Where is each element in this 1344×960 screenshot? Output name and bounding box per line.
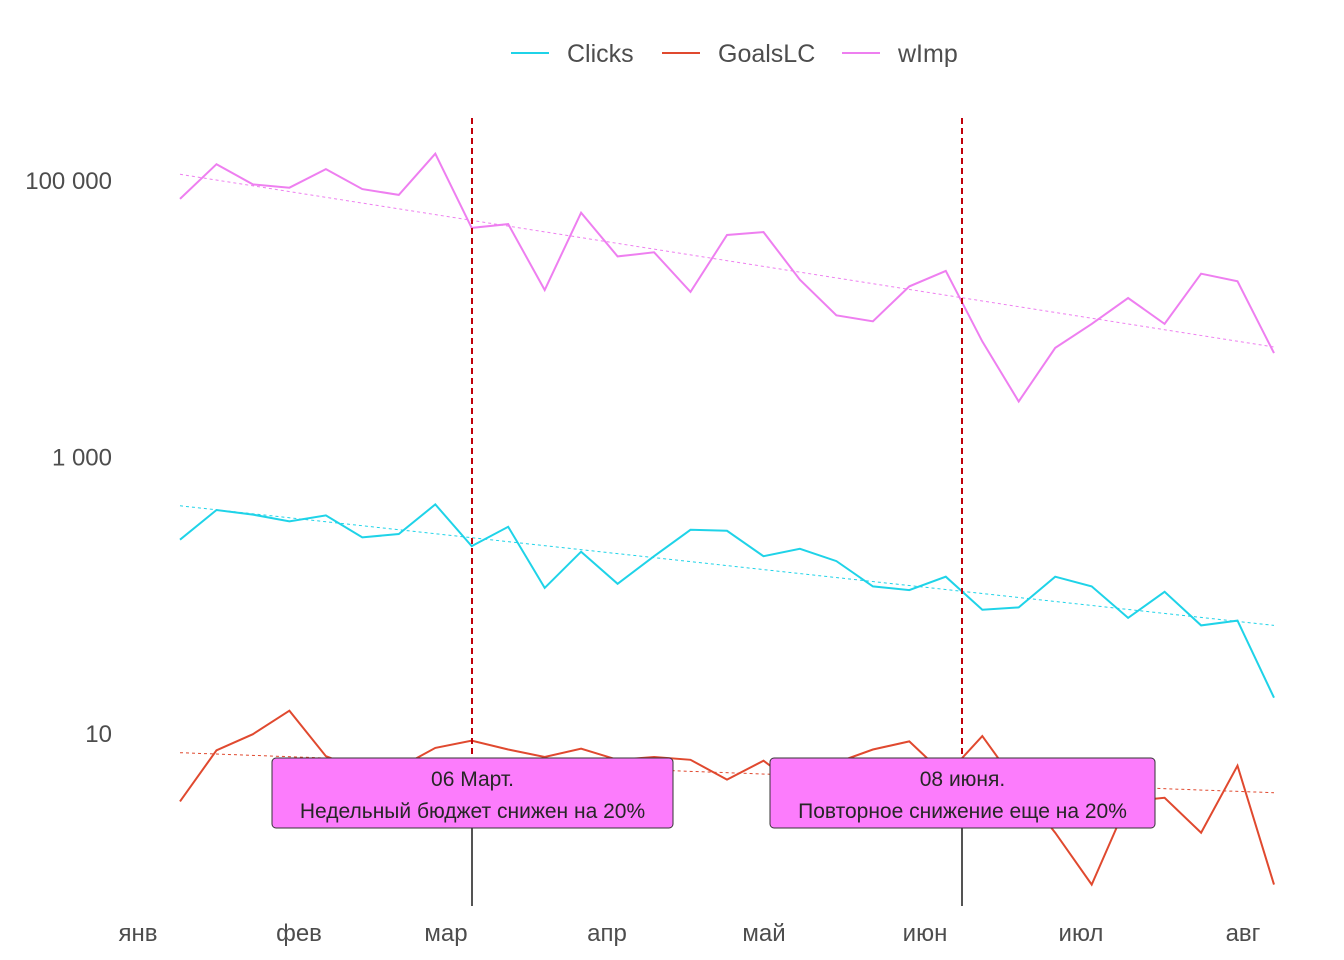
legend-item-wimp: wImp [842, 40, 958, 68]
y-axis: 100 000 1 000 10 [25, 168, 112, 748]
legend-item-clicks: Clicks [511, 40, 634, 68]
y-tick-label: 1 000 [52, 445, 112, 472]
annotation-date-1: 06 Март. [431, 768, 514, 791]
annotation-box-2 [769, 757, 1156, 829]
vertical-lines [471, 118, 963, 758]
annotation-text-1: Недельный бюджет снижен на 20% [300, 800, 645, 823]
annotation-text-2: Повторное снижение еще на 20% [798, 800, 1127, 823]
series-line-wimp [179, 151, 1275, 404]
y-tick-label: 10 [85, 721, 112, 748]
x-tick-label: авг [1226, 920, 1261, 947]
annotation-date-2: 08 июня. [920, 768, 1005, 791]
annotation-box-1 [271, 757, 674, 829]
x-axis: янв фев мар апр май июн июл авг [119, 920, 1261, 947]
legend-label: Clicks [567, 40, 634, 68]
y-tick-label: 100 000 [25, 168, 112, 195]
x-tick-label: май [742, 920, 785, 947]
series-line-clicks-trend [179, 505, 1275, 626]
series-line-clicks [179, 503, 1275, 699]
trend-lines [179, 173, 1275, 794]
series-line-wimp-trend [179, 173, 1275, 348]
legend-label: GoalsLC [718, 40, 815, 68]
x-tick-label: янв [119, 920, 158, 947]
x-tick-label: июл [1059, 920, 1104, 947]
x-tick-label: апр [587, 920, 627, 947]
annotations: 06 Март. Недельный бюджет снижен на 20% 08… [271, 757, 1156, 906]
x-tick-label: фев [276, 920, 322, 947]
legend-label: wImp [897, 40, 958, 68]
legend-item-goalslc: GoalsLC [662, 40, 815, 68]
x-tick-label: мар [424, 920, 467, 947]
x-tick-label: июн [903, 920, 948, 947]
legend: Clicks GoalsLC wImp [511, 40, 958, 68]
